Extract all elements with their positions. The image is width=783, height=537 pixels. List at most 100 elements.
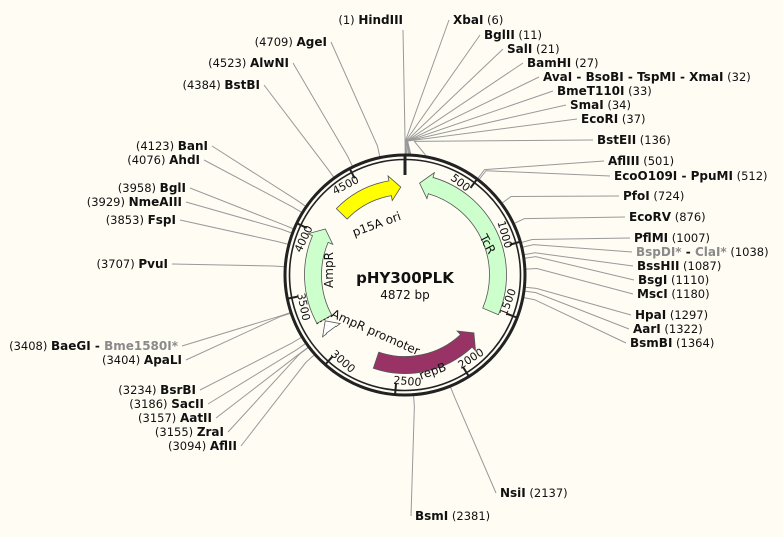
site-bgli[interactable]: (3958) BglI (118, 181, 294, 230)
feature-p15a-ori-label[interactable]: p15A ori (350, 209, 402, 239)
site-position: (2381) (448, 509, 490, 523)
feature-ampr-promoter-arrow[interactable] (322, 320, 342, 338)
site-label: BmeT110I (33) (557, 84, 652, 98)
separator: - (677, 169, 690, 183)
site-leader-line (211, 145, 306, 207)
site-hpai[interactable]: HpaI (1297) (525, 286, 708, 322)
site-alwni[interactable]: (4523) AlwNI (208, 56, 353, 167)
site-sacii[interactable]: (3186) SacII (129, 343, 306, 411)
site-ecori[interactable]: EcoRI (37) (406, 112, 646, 155)
site-position: (3958) (118, 181, 160, 195)
feature-ampr-arrow[interactable] (304, 228, 334, 324)
site-fspi[interactable]: (3853) FspI (106, 213, 289, 245)
site-bani[interactable]: (4123) BanI (136, 139, 306, 207)
site-bsmi[interactable]: BsmI (2381) (410, 395, 490, 523)
site-leader-line (181, 312, 291, 347)
tick-label: 2500 (393, 374, 422, 389)
site-position: (501) (640, 154, 675, 168)
site-position: (3155) (155, 425, 197, 439)
feature-p15a-ori-arrow[interactable] (335, 174, 402, 220)
site-bsrbi[interactable]: (3234) BsrBI (118, 336, 302, 397)
site-label: BssHII (1087) (637, 259, 721, 273)
site-label: AflIII (501) (608, 154, 674, 168)
site-position: (1364) (672, 336, 714, 350)
site-position: (11) (515, 28, 542, 42)
enzyme-name: AlwNI (250, 56, 289, 70)
site-ecorv[interactable]: EcoRV (876) (514, 210, 706, 224)
site-bstbi[interactable]: (4384) BstBI (182, 78, 335, 178)
site-leader-line (199, 336, 302, 391)
site-label: (3094) AflII (168, 439, 237, 453)
site-nsii[interactable]: NsiI (2137) (450, 386, 568, 500)
site-label: BstEII (136) (597, 133, 671, 147)
tick-mark (506, 312, 517, 319)
enzyme-name: AgeI (297, 35, 327, 49)
site-label: (4384) BstBI (182, 78, 260, 92)
site-bglii[interactable]: BglII (11) (405, 28, 542, 155)
site-position: (3186) (129, 397, 171, 411)
site-aatii[interactable]: (3157) AatII (138, 346, 309, 425)
site-leader-line (523, 297, 627, 344)
site-position: (3707) (96, 257, 138, 271)
separator: - (682, 245, 695, 259)
site-label: BspDI* - ClaI* (1038) (636, 245, 769, 259)
enzyme-name: BaeGI (51, 339, 91, 353)
site-position: (4709) (255, 35, 297, 49)
site-position: (3853) (106, 213, 148, 227)
site-aari[interactable]: AarI (1322) (524, 290, 703, 336)
feature-ampr-promoter-label[interactable]: AmpR promoter (329, 307, 422, 359)
site-aflii[interactable]: (3094) AflII (168, 354, 315, 453)
site-nmeaiii[interactable]: (3929) NmeAIII (87, 195, 292, 234)
enzyme-name: XmaI (689, 70, 723, 84)
feature-ampr-label[interactable]: AmpR (322, 252, 336, 288)
site-leader-line (263, 84, 335, 178)
site-label: EcoO109I - PpuMI (512) (614, 169, 768, 183)
site-apali[interactable]: (3404) ApaLI (102, 312, 291, 367)
site-ecoo109i-ppumi[interactable]: EcoO109I - PpuMI (512) (478, 169, 768, 183)
plasmid-name: pHY300PLK (356, 269, 455, 287)
separator: - (624, 70, 637, 84)
site-ahdi[interactable]: (4076) AhdI (127, 153, 302, 213)
feature-tcr-arrow[interactable] (419, 171, 507, 316)
site-agei[interactable]: (4709) AgeI (255, 35, 381, 157)
site-leader-line (405, 34, 481, 155)
separator: - (572, 70, 585, 84)
site-baegi-bme1580i-[interactable]: (3408) BaeGI - Bme1580I* (9, 312, 291, 353)
enzyme-name: ZraI (197, 425, 224, 439)
site-leader-line (185, 201, 292, 234)
site-leader-line (450, 386, 497, 494)
tick-mark (288, 295, 299, 300)
site-label: BglII (11) (484, 28, 542, 42)
site-pvui[interactable]: (3707) PvuI (96, 257, 285, 271)
site-bsgi[interactable]: BsgI (1110) (524, 256, 709, 287)
site-leader-line (522, 244, 633, 253)
site-bamhi[interactable]: BamHI (27) (406, 56, 599, 155)
site-label: BsgI (1110) (638, 273, 709, 287)
site-bspdi-clai-[interactable]: BspDI* - ClaI* (1038) (522, 244, 769, 259)
site-xbai[interactable]: XbaI (6) (404, 13, 503, 155)
site-label: PfoI (724) (623, 189, 684, 203)
site-leader-line (406, 118, 578, 155)
site-hindiii[interactable]: (1) HindIII (338, 13, 406, 155)
site-leader-line (524, 256, 635, 281)
site-bsshii[interactable]: BssHII (1087) (524, 252, 721, 273)
site-label: NsiI (2137) (500, 486, 568, 500)
enzyme-name: BspDI* (636, 245, 682, 259)
feature-repb-arrow[interactable] (372, 330, 477, 374)
site-position: (1322) (661, 322, 703, 336)
site-leader-line (171, 263, 285, 268)
site-afliii[interactable]: AflIII (501) (477, 154, 674, 179)
site-pfoi[interactable]: PfoI (724) (501, 189, 684, 204)
enzyme-name: BstBI (224, 78, 260, 92)
enzyme-name: HpaI (635, 308, 666, 322)
site-bsmbi[interactable]: BsmBI (1364) (523, 297, 714, 350)
enzyme-name: MscI (637, 287, 668, 301)
site-msci[interactable]: MscI (1180) (525, 268, 710, 301)
site-pflmi[interactable]: PflMI (1007) (521, 231, 710, 245)
enzyme-name: BglI (160, 181, 186, 195)
enzyme-name: EcoRI (581, 112, 618, 126)
separator: - (91, 339, 104, 353)
site-bsteii[interactable]: BstEII (136) (413, 133, 671, 157)
enzyme-name: BsrBI (160, 383, 196, 397)
enzyme-name: AflII (210, 439, 237, 453)
